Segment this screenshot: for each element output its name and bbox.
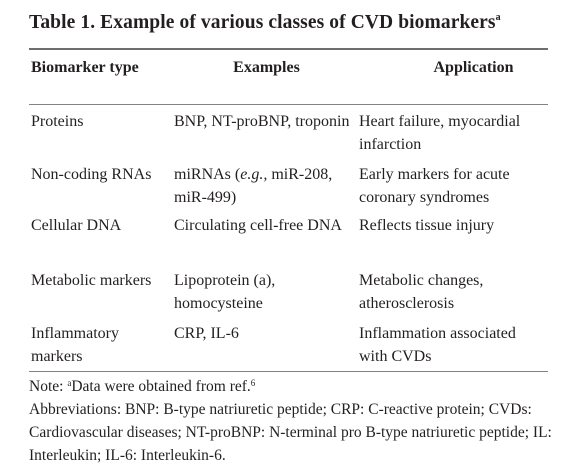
header-application: Application	[433, 59, 514, 76]
cell-examples: miRNAs (e.g., miR-208, miR-499)	[174, 157, 359, 211]
table-row: Cellular DNA Circulating cell-free DNA R…	[29, 211, 548, 264]
table-row: Proteins BNP, NT-proBNP, troponin Heart …	[29, 104, 548, 157]
cell-application: Metabolic changes, atherosclerosis	[359, 272, 484, 312]
header-biomarker-type: Biomarker type	[31, 59, 139, 76]
table-row: Non-coding RNAs miRNAs (e.g., miR-208, m…	[29, 157, 548, 211]
cell-application: Inflammation associated with CVDs	[359, 325, 516, 365]
table-title: Table 1. Example of various classes of C…	[29, 12, 501, 34]
cell-biomarker-type: Proteins	[31, 113, 84, 130]
table-row: Metabolic markers Lipoprotein (a), homoc…	[29, 264, 548, 317]
footnote-marker: a	[67, 378, 72, 388]
bottom-rule	[29, 371, 548, 372]
cell-biomarker-type: Inflammatory markers	[31, 325, 119, 365]
note-prefix: Note:	[29, 378, 68, 395]
table-row: Inflammatory markers CRP, IL-6 Inflammat…	[29, 317, 548, 370]
cell-application: Heart failure, myocardial infarction	[359, 113, 521, 153]
footnote-source: Note: aData were obtained from ref.6	[29, 375, 554, 398]
footnote-abbreviations: Abbreviations: BNP: B-type natriuretic p…	[29, 401, 552, 464]
reference-marker: 6	[250, 378, 256, 388]
cell-application: Reflects tissue injury	[359, 217, 495, 234]
cell-application: Early markers for acute coronary syndrom…	[359, 166, 510, 206]
cell-biomarker-type: Cellular DNA	[31, 217, 122, 234]
note-text: Data were obtained from ref.	[71, 378, 251, 395]
header-rule	[29, 104, 548, 105]
top-rule	[29, 48, 548, 50]
table-title-footnote-marker: a	[495, 12, 501, 23]
cell-examples: BNP, NT-proBNP, troponin	[174, 113, 350, 130]
examples-emphasis: e.g.,	[240, 166, 268, 183]
table-header-row: Biomarker type Examples Application	[29, 50, 548, 104]
examples-text: miRNAs (	[174, 166, 241, 183]
biomarker-table: Biomarker type Examples Application Prot…	[29, 50, 548, 370]
cell-examples: Circulating cell-free DNA	[174, 217, 342, 234]
examples-text: miR-208, miR-499)	[174, 166, 333, 206]
cell-biomarker-type: Metabolic markers	[31, 272, 152, 289]
cell-biomarker-type: Non-coding RNAs	[31, 166, 152, 183]
table-footnote: Note: aData were obtained from ref.6 Abb…	[29, 375, 554, 467]
cell-examples: CRP, IL-6	[174, 325, 239, 342]
cell-examples: Lipoprotein (a), homocysteine	[174, 272, 276, 312]
table-title-text: Table 1. Example of various classes of C…	[29, 12, 496, 33]
header-examples: Examples	[233, 59, 300, 76]
